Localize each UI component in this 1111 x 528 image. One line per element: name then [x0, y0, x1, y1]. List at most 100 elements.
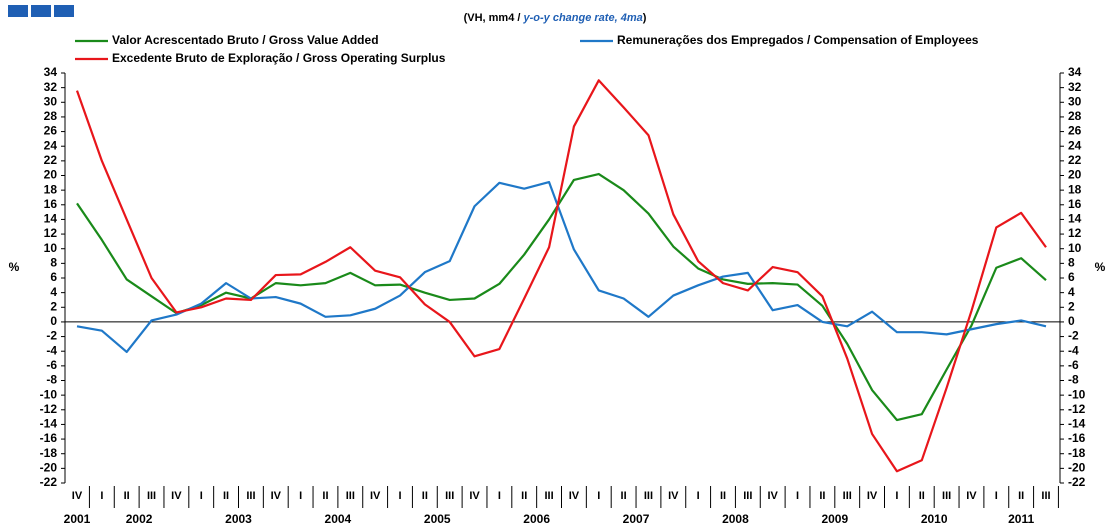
x-tick-label: IV: [370, 490, 381, 502]
y-tick-label: 16: [44, 197, 58, 211]
y2-tick-label: 20: [1068, 168, 1082, 182]
subtitle-part: ): [643, 12, 647, 24]
y2-tick-label: 22: [1068, 153, 1082, 167]
year-label: 2009: [821, 512, 848, 526]
legend-label: Valor Acrescentado Bruto / Gross Value A…: [112, 33, 379, 47]
x-tick-label: IV: [469, 490, 480, 502]
year-label: 2007: [623, 512, 650, 526]
y-tick-label: 18: [44, 182, 58, 196]
y-tick-label: -4: [46, 343, 57, 357]
x-tick-label: I: [995, 490, 998, 502]
y-tick-label: 12: [44, 226, 58, 240]
x-tick-label: IV: [569, 490, 580, 502]
y2-tick-label: 0: [1068, 314, 1075, 328]
year-label: 2006: [523, 512, 550, 526]
y2-tick-label: 14: [1068, 212, 1082, 226]
y-tick-label: -12: [40, 402, 58, 416]
x-tick-label: I: [697, 490, 700, 502]
y2-tick-label: -20: [1068, 461, 1086, 475]
y2-tick-label: -2: [1068, 329, 1079, 343]
data-line: [76, 172, 1047, 422]
x-tick-label: I: [597, 490, 600, 502]
y2-axis-label: %: [1095, 260, 1106, 274]
y2-tick-label: -10: [1068, 387, 1086, 401]
x-tick-label: II: [521, 490, 527, 502]
y2-tick-label: 8: [1068, 256, 1075, 270]
data-line: [76, 180, 1047, 354]
x-tick-label: II: [223, 490, 229, 502]
y2-tick-label: 4: [1068, 285, 1075, 299]
y-tick-label: 34: [44, 65, 58, 79]
y-tick-label: -6: [46, 358, 57, 372]
y2-tick-label: 6: [1068, 270, 1075, 284]
y-tick-label: -10: [40, 387, 58, 401]
logo-block: [31, 5, 51, 17]
y2-tick-label: 18: [1068, 182, 1082, 196]
x-tick-label: III: [644, 490, 653, 502]
x-tick-label: IV: [668, 490, 679, 502]
y2-tick-label: -6: [1068, 358, 1079, 372]
x-tick-label: II: [720, 490, 726, 502]
y-axis-label: %: [9, 260, 20, 274]
year-label: 2001: [64, 512, 91, 526]
x-tick-label: III: [445, 490, 454, 502]
y-tick-label: 22: [44, 153, 58, 167]
x-tick-label: IV: [966, 490, 977, 502]
y-tick-label: 20: [44, 168, 58, 182]
year-label: 2010: [921, 512, 948, 526]
year-label: 2003: [225, 512, 252, 526]
y-tick-label: 2: [50, 299, 57, 313]
x-tick-label: II: [919, 490, 925, 502]
y-tick-label: -16: [40, 431, 58, 445]
x-tick-label: III: [843, 490, 852, 502]
x-tick-label: II: [124, 490, 130, 502]
y2-tick-label: -8: [1068, 373, 1079, 387]
y-tick-label: -8: [46, 373, 57, 387]
year-label: 2002: [126, 512, 153, 526]
subtitle-part: (VH, mm4 /: [464, 12, 524, 24]
y2-tick-label: 16: [1068, 197, 1082, 211]
x-tick-label: III: [942, 490, 951, 502]
x-tick-label: II: [1018, 490, 1024, 502]
x-tick-label: II: [819, 490, 825, 502]
x-tick-label: III: [743, 490, 752, 502]
y2-tick-label: -12: [1068, 402, 1086, 416]
y2-tick-label: 12: [1068, 226, 1082, 240]
x-tick-label: I: [398, 490, 401, 502]
y-tick-label: 4: [50, 285, 57, 299]
x-tick-label: I: [299, 490, 302, 502]
legend-label: Excedente Bruto de Exploração / Gross Op…: [112, 51, 446, 65]
y-tick-label: 32: [44, 80, 58, 94]
y2-tick-label: -4: [1068, 343, 1079, 357]
subtitle-part: y-o-y change rate, 4ma: [523, 12, 643, 24]
x-tick-label: III: [246, 490, 255, 502]
y2-tick-label: 34: [1068, 65, 1082, 79]
x-tick-label: II: [621, 490, 627, 502]
y-tick-label: 28: [44, 109, 58, 123]
x-tick-label: IV: [767, 490, 778, 502]
x-tick-label: I: [498, 490, 501, 502]
y-tick-label: -14: [40, 417, 58, 431]
year-label: 2005: [424, 512, 451, 526]
y2-tick-label: 32: [1068, 80, 1082, 94]
year-label: 2004: [325, 512, 352, 526]
data-line: [75, 79, 1047, 473]
x-tick-label: III: [147, 490, 156, 502]
y2-tick-label: 24: [1068, 138, 1082, 152]
x-tick-label: III: [1041, 490, 1050, 502]
y2-tick-label: -18: [1068, 446, 1086, 460]
x-tick-label: II: [422, 490, 428, 502]
x-tick-label: III: [544, 490, 553, 502]
y-tick-label: 24: [44, 138, 58, 152]
y2-tick-label: -16: [1068, 431, 1086, 445]
y2-tick-label: 2: [1068, 299, 1075, 313]
x-tick-label: IV: [171, 490, 182, 502]
y-tick-label: 0: [50, 314, 57, 328]
y2-tick-label: 28: [1068, 109, 1082, 123]
y-tick-label: -22: [40, 475, 58, 489]
x-tick-label: IV: [72, 490, 83, 502]
y2-tick-label: 10: [1068, 241, 1082, 255]
x-tick-label: I: [100, 490, 103, 502]
y-tick-label: -18: [40, 446, 58, 460]
x-tick-label: I: [895, 490, 898, 502]
